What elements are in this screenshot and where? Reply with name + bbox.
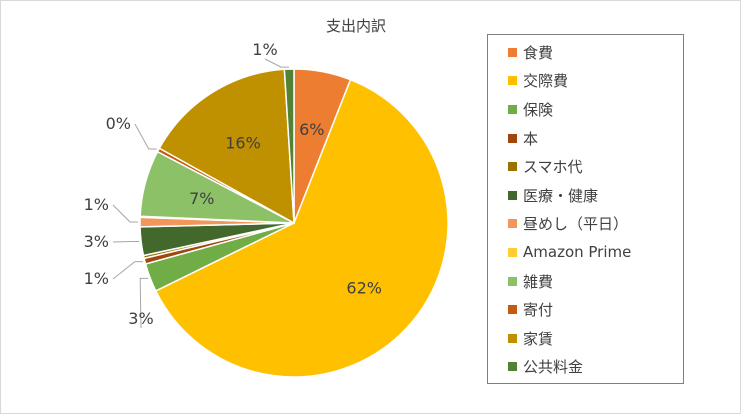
legend-item: 雑費	[488, 267, 683, 296]
leader-line	[112, 261, 143, 280]
leader-line	[139, 277, 149, 329]
data-label: 1%	[84, 195, 109, 214]
pie-slice	[283, 68, 295, 224]
legend-label: 交際費	[523, 72, 569, 91]
legend-item: 食費	[488, 38, 683, 67]
legend-label: 雑費	[523, 272, 554, 291]
data-label: 3%	[84, 232, 109, 251]
legend-label: 昼めし（平日）	[523, 215, 629, 234]
leader-line	[134, 123, 157, 150]
data-label: 3%	[128, 309, 153, 328]
legend-item: 交際費	[488, 67, 683, 96]
legend-label: Amazon Prime	[523, 243, 632, 262]
legend-item: 医療・健康	[488, 181, 683, 210]
leader-line	[112, 241, 140, 243]
legend-swatch	[508, 362, 517, 372]
legend-label: スマホ代	[523, 158, 583, 177]
data-label: 62%	[346, 279, 382, 298]
legend-swatch	[508, 276, 517, 286]
legend-label: 寄付	[523, 301, 554, 320]
legend-item: 保険	[488, 95, 683, 124]
leader-line	[112, 204, 138, 223]
data-label: 7%	[189, 189, 214, 208]
legend-item: 公共料金	[488, 353, 683, 382]
data-label: 0%	[106, 114, 131, 133]
legend: 食費交際費保険本スマホ代医療・健康昼めし（平日） Amazon Prime 雑費寄付…	[487, 34, 684, 384]
chart-title: 支出内訳	[325, 17, 386, 35]
legend-item: 本	[488, 124, 683, 153]
legend-swatch	[508, 247, 517, 257]
legend-label: 本	[523, 129, 539, 148]
data-label: 6%	[299, 120, 324, 139]
legend-swatch	[508, 162, 517, 172]
legend-swatch	[508, 190, 517, 200]
legend-swatch	[508, 219, 517, 229]
pie-slice	[154, 78, 449, 378]
legend-label: 保険	[523, 100, 554, 119]
legend-label: 家賃	[523, 329, 554, 348]
data-label: 16%	[225, 133, 261, 152]
leader-line	[264, 58, 290, 68]
legend-item: Amazon Prime	[488, 238, 683, 267]
pie-slice	[158, 68, 295, 225]
legend-swatch	[508, 76, 517, 86]
data-label: 1%	[252, 40, 277, 59]
legend-item: 家賃	[488, 324, 683, 353]
legend-swatch	[508, 104, 517, 114]
legend-label: 公共料金	[523, 358, 584, 377]
legend-swatch	[508, 305, 517, 315]
legend-item: 昼めし（平日）	[488, 210, 683, 239]
legend-item: スマホ代	[488, 152, 683, 181]
legend-item: 寄付	[488, 295, 683, 324]
legend-swatch	[508, 47, 517, 57]
legend-swatch	[508, 133, 517, 143]
data-label: 1%	[84, 269, 109, 288]
legend-swatch	[508, 333, 517, 343]
legend-label: 医療・健康	[523, 186, 599, 205]
legend-label: 食費	[523, 43, 554, 62]
